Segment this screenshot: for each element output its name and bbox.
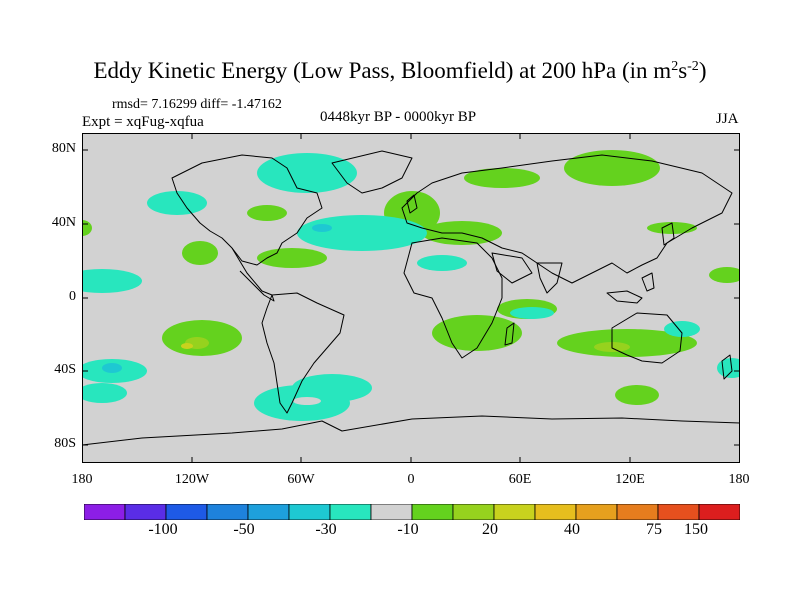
- colorbar: [84, 504, 740, 520]
- colorbar-swatch: [575, 504, 618, 520]
- plot-title: Eddy Kinetic Energy (Low Pass, Bloomfiel…: [93, 58, 707, 83]
- negative-anomaly: [417, 255, 467, 271]
- lon-label: 60E: [508, 472, 532, 487]
- positive-anomaly: [247, 205, 287, 221]
- colorbar-swatch: [493, 504, 536, 520]
- central-america: [231, 247, 275, 302]
- colorbar-label: -50: [233, 521, 255, 538]
- colorbar-label: -10: [397, 521, 419, 538]
- map-frame: [82, 133, 740, 463]
- positive-anomaly: [647, 222, 697, 234]
- greenland: [331, 150, 413, 194]
- colorbar-swatch: [452, 504, 495, 520]
- colorbar-swatch: [657, 504, 700, 520]
- colorbar-swatch: [124, 504, 167, 520]
- colorbar-swatch: [206, 504, 249, 520]
- lon-label: 180: [71, 472, 93, 487]
- colorbar-swatch: [698, 504, 740, 520]
- positive-anomaly: [182, 241, 218, 265]
- coastlines: [82, 150, 740, 446]
- australia: [611, 312, 683, 364]
- colorbar-swatch: [534, 504, 577, 520]
- positive-anomaly: [432, 315, 522, 351]
- negative-anomaly: [82, 383, 127, 403]
- negative-anomaly: [664, 321, 700, 337]
- eurasia: [401, 154, 733, 284]
- lat-label: 40S: [54, 362, 76, 377]
- antarctica: [82, 415, 740, 446]
- positive-anomaly: [464, 168, 540, 188]
- negative-anomaly: [82, 269, 142, 293]
- lon-label: 120E: [615, 472, 645, 487]
- japan: [661, 222, 675, 246]
- colorbar-label: 150: [684, 521, 708, 538]
- positive-anomaly: [257, 248, 327, 268]
- colorbar-swatch: [247, 504, 290, 520]
- positive-anomaly: [615, 385, 659, 405]
- lon-label: 180: [728, 472, 750, 487]
- experiment-label: Expt = xqFug-xqfua: [82, 114, 204, 130]
- colorbar-swatch: [411, 504, 454, 520]
- anomaly-fields: [82, 150, 740, 421]
- colorbar-swatch: [84, 504, 126, 520]
- colorbar-label: 40: [564, 521, 580, 538]
- positive-anomaly: [709, 267, 740, 283]
- lat-label: 0: [69, 289, 76, 304]
- negative-anomaly: [147, 191, 207, 215]
- north-america: [171, 154, 323, 266]
- colorbar-swatch: [165, 504, 208, 520]
- colorbar-swatch: [329, 504, 372, 520]
- strong-negative-anomaly: [102, 363, 122, 373]
- strong-negative-anomaly: [312, 224, 332, 232]
- lon-label: 120W: [174, 472, 210, 487]
- negative-anomaly: [292, 374, 372, 402]
- map-panel: [82, 133, 740, 463]
- colorbar-swatch: [370, 504, 413, 520]
- lat-label: 80N: [51, 141, 76, 156]
- colorbar-swatch: [288, 504, 331, 520]
- colorbar-label: -100: [148, 521, 178, 538]
- stats-text: rmsd= 7.16299 diff= -1.47162: [112, 97, 282, 112]
- arabia: [491, 252, 533, 284]
- madagascar: [504, 322, 515, 346]
- lat-label: 80S: [54, 436, 76, 451]
- colorbar-label: -30: [315, 521, 337, 538]
- lat-label: 40N: [51, 215, 76, 230]
- new-zealand: [721, 354, 733, 380]
- lon-label: 60W: [287, 472, 315, 487]
- negative-anomaly: [510, 307, 554, 319]
- lon-label: 0: [407, 472, 415, 487]
- india: [536, 262, 563, 294]
- field-gap: [293, 397, 321, 405]
- indonesia: [606, 290, 643, 304]
- negative-anomaly: [297, 215, 427, 251]
- philippines: [641, 272, 655, 292]
- colorbar-label: 75: [646, 521, 662, 538]
- period-label: 0448kyr BP - 0000kyr BP: [320, 109, 477, 125]
- negative-anomaly: [717, 358, 740, 378]
- season-label: JJA: [716, 111, 739, 127]
- negative-anomaly: [257, 153, 357, 193]
- map-background: [82, 133, 740, 463]
- positive-anomaly: [557, 329, 697, 357]
- colorbar-swatch: [616, 504, 659, 520]
- colorbar-label: 20: [482, 521, 498, 538]
- south-america: [261, 292, 345, 414]
- uk: [406, 194, 418, 214]
- strong-positive-anomaly: [181, 343, 193, 349]
- positive-anomaly: [564, 150, 660, 186]
- africa: [403, 237, 503, 359]
